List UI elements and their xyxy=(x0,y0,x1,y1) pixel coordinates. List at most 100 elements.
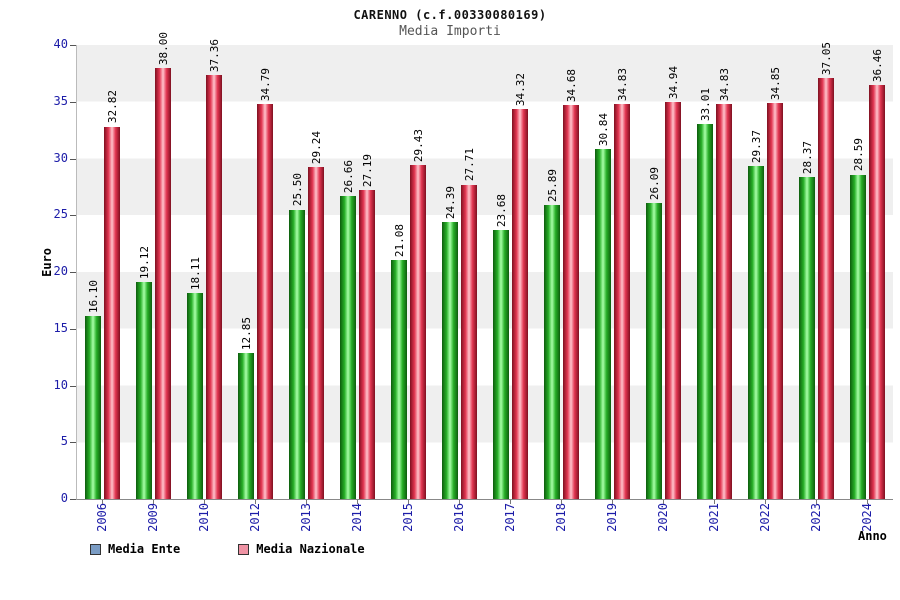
x-tick-label: 2013 xyxy=(298,503,313,532)
bar-media-ente xyxy=(544,205,560,499)
bar-value-label: 32.82 xyxy=(105,90,119,124)
bar-value-label: 29.37 xyxy=(749,129,763,163)
bar-media-nazionale xyxy=(563,105,579,499)
bar-value-label: 25.89 xyxy=(545,169,559,203)
bar-value-label: 28.37 xyxy=(800,140,814,175)
y-tick-label: 40 xyxy=(53,37,68,51)
bar-media-nazionale xyxy=(716,103,732,499)
y-tick-label: 35 xyxy=(53,93,68,108)
bar-value-label: 34.94 xyxy=(666,66,680,100)
bar-value-label: 36.46 xyxy=(870,49,884,83)
legend: Media Ente Media Nazionale xyxy=(90,542,365,556)
bar-value-label: 12.85 xyxy=(239,317,253,351)
y-tick-label: 30 xyxy=(53,150,68,165)
bar-media-nazionale xyxy=(665,102,681,499)
x-tick-label: 2023 xyxy=(808,503,823,532)
bar-value-label: 34.85 xyxy=(768,67,782,101)
y-tick-mark xyxy=(70,45,76,46)
bar-media-nazionale xyxy=(104,126,120,499)
x-tick-mark xyxy=(560,500,562,504)
bar-media-ente xyxy=(340,196,356,499)
y-tick-mark xyxy=(70,101,76,103)
x-tick-label: 2020 xyxy=(655,503,670,532)
x-tick-label: 2018 xyxy=(553,503,568,532)
bar-media-nazionale xyxy=(410,164,426,499)
bar-media-nazionale xyxy=(155,67,171,499)
bar-media-nazionale xyxy=(359,190,375,499)
bar-value-label: 27.19 xyxy=(360,154,374,188)
bar-value-label: 25.50 xyxy=(290,173,304,207)
chart-subtitle: Media Importi xyxy=(399,24,501,39)
bar-value-label: 37.05 xyxy=(819,42,833,76)
x-tick-mark xyxy=(356,500,358,504)
bar-value-label: 27.71 xyxy=(462,148,476,182)
legend-swatch-media-nazionale-icon xyxy=(238,543,250,555)
legend-label-media-nazionale: Media Nazionale xyxy=(256,542,365,556)
x-tick-mark xyxy=(815,500,817,504)
x-tick-mark xyxy=(152,500,154,504)
bar-media-nazionale xyxy=(257,104,273,499)
x-tick-mark xyxy=(611,500,613,504)
x-tick-label: 2012 xyxy=(247,503,262,532)
y-tick-mark xyxy=(70,215,76,217)
bar-value-label: 34.32 xyxy=(513,73,527,107)
bar-media-nazionale xyxy=(308,167,324,499)
bar-value-label: 34.83 xyxy=(717,67,731,101)
bar-media-ente xyxy=(799,177,815,499)
bar-value-label: 29.43 xyxy=(411,128,425,162)
bar-value-label: 26.09 xyxy=(647,166,661,200)
legend-label-media-ente: Media Ente xyxy=(108,542,181,556)
bar-value-label: 23.68 xyxy=(494,194,508,228)
x-tick-label: 2022 xyxy=(757,503,772,532)
bar-media-ente xyxy=(697,124,713,499)
y-tick-mark xyxy=(70,328,76,330)
x-tick-label: 2024 xyxy=(859,503,874,532)
bar-value-label: 34.79 xyxy=(258,68,272,102)
bar-media-ente xyxy=(493,230,509,499)
y-tick-mark xyxy=(70,272,76,273)
bar-value-label: 34.68 xyxy=(564,69,578,103)
x-tick-label: 2019 xyxy=(604,503,619,532)
bar-value-label: 18.11 xyxy=(188,257,202,291)
bar-media-nazionale xyxy=(869,85,885,499)
x-tick-label: 2015 xyxy=(400,503,415,532)
bar-value-label: 24.39 xyxy=(443,186,457,220)
y-tick-label: 25 xyxy=(53,207,68,222)
y-tick-label: 20 xyxy=(53,264,68,278)
bar-media-ente xyxy=(289,209,305,499)
bar-value-label: 33.01 xyxy=(698,88,712,122)
y-tick-mark xyxy=(70,158,76,160)
bar-media-ente xyxy=(85,316,101,499)
x-tick-label: 2016 xyxy=(451,503,466,532)
bar-media-nazionale xyxy=(512,109,528,499)
bar-value-label: 28.59 xyxy=(851,138,865,172)
x-tick-label: 2017 xyxy=(502,503,517,532)
bar-media-ente xyxy=(391,259,407,499)
bar-media-ente xyxy=(238,353,254,499)
bar-media-nazionale xyxy=(614,103,630,499)
legend-item-media-ente: Media Ente xyxy=(90,542,180,556)
legend-item-media-nazionale: Media Nazionale xyxy=(238,542,365,556)
bar-value-label: 19.12 xyxy=(137,245,151,279)
y-tick-label: 10 xyxy=(53,377,68,392)
legend-swatch-media-ente-icon xyxy=(90,543,101,555)
x-tick-mark xyxy=(203,500,205,504)
y-tick-mark xyxy=(70,499,76,500)
x-tick-mark xyxy=(866,500,868,504)
bar-value-label: 26.66 xyxy=(341,160,355,194)
x-tick-mark xyxy=(713,500,715,504)
bar-media-nazionale xyxy=(461,184,477,499)
bar-media-ente xyxy=(187,293,203,499)
y-tick-label: 15 xyxy=(53,320,68,335)
bar-media-ente xyxy=(136,282,152,499)
x-tick-label: 2009 xyxy=(145,503,160,532)
chart-title: CARENNO (c.f.00330080169) xyxy=(353,8,547,22)
bar-media-ente xyxy=(595,148,611,499)
bar-media-nazionale xyxy=(206,74,222,499)
bar-value-label: 29.24 xyxy=(309,131,323,165)
x-tick-mark xyxy=(254,500,256,504)
y-tick-mark xyxy=(70,385,76,387)
bar-value-label: 34.83 xyxy=(615,67,629,101)
y-tick-label: 0 xyxy=(60,491,68,505)
